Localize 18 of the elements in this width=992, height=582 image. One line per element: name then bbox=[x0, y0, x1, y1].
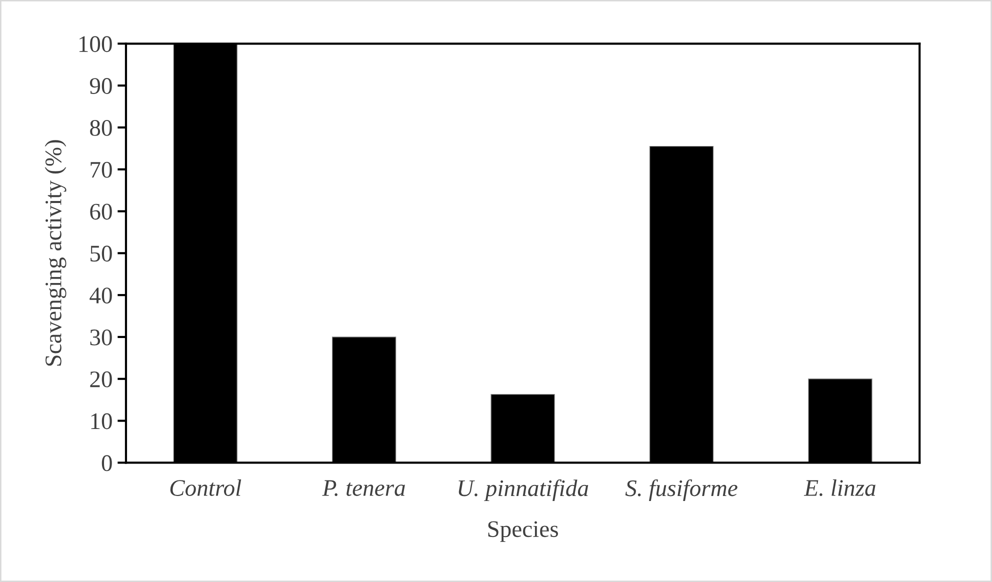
y-tick-label: 20 bbox=[90, 371, 112, 388]
x-tick-label: Control bbox=[170, 479, 242, 496]
x-axis-title: Species bbox=[488, 521, 558, 542]
x-tick-label: P. tenera bbox=[322, 480, 405, 496]
y-tick-label: 50 bbox=[90, 246, 112, 262]
y-tick-label: 0 bbox=[102, 455, 112, 472]
y-tick-label: 10 bbox=[91, 413, 112, 430]
x-tick-label: U. pinnatifida bbox=[458, 479, 588, 502]
y-tick-label: 80 bbox=[90, 120, 112, 136]
y-tick-label: 60 bbox=[90, 204, 112, 220]
x-tick-label: S. fusiforme bbox=[625, 479, 738, 502]
y-tick-label: 90 bbox=[90, 78, 112, 94]
y-axis-title: Scavenging activity (%) bbox=[44, 140, 66, 366]
y-tick-label: 100 bbox=[79, 36, 112, 52]
y-tick-label: 40 bbox=[90, 288, 112, 304]
y-tick-label: 70 bbox=[90, 162, 112, 178]
y-tick-label: 30 bbox=[90, 329, 112, 346]
x-tick-label: E. linza bbox=[804, 479, 876, 496]
